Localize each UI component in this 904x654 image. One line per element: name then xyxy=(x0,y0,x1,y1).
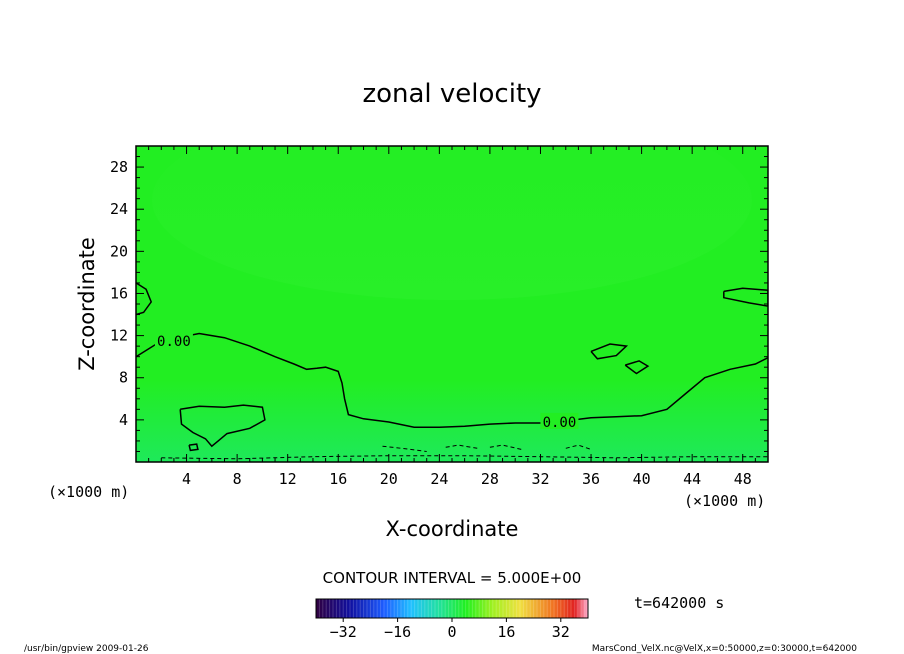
contour-label-1: 0.00 xyxy=(543,415,577,431)
time-label: t=642000 s xyxy=(634,594,724,612)
y-tick-label-1: 8 xyxy=(119,369,128,387)
y-tick-label-4: 20 xyxy=(110,242,128,260)
y-tick-label-6: 28 xyxy=(110,158,128,176)
colorbar-gradient xyxy=(316,599,588,618)
x-tick-label-0: 4 xyxy=(182,470,191,488)
zero-contour-closed-2 xyxy=(624,360,650,375)
colorbar-tick-label-1: −16 xyxy=(384,623,411,641)
y-axis-label: Z-coordinate xyxy=(75,237,99,371)
negative-contour-4 xyxy=(565,444,592,450)
y-tick-label-0: 4 xyxy=(119,411,128,429)
upper-shade xyxy=(152,146,752,300)
footer-right: MarsCond_VelX.nc@VelX,x=0:50000,z=0:3000… xyxy=(592,644,857,654)
contour-label-bg-1 xyxy=(540,412,579,429)
x-tick-label-6: 28 xyxy=(481,470,499,488)
x-tick-label-3: 16 xyxy=(329,470,347,488)
y-tick-label-2: 12 xyxy=(110,327,128,345)
contour-labels: 0.00 0.00 xyxy=(154,331,579,431)
zero-contour-main xyxy=(136,332,768,428)
chart-title: zonal velocity xyxy=(362,79,541,109)
x-tick-label-9: 40 xyxy=(633,470,651,488)
zero-contour-closed-1 xyxy=(590,343,629,360)
plot-area: 0.00 0.00 xyxy=(135,145,769,463)
x-axis: 4 8 12 16 20 24 28 32 36 40 44 48 xyxy=(148,146,756,488)
x-tick-label-7: 32 xyxy=(531,470,549,488)
contour-label-bg-0 xyxy=(154,331,193,348)
x-unit-left: (×1000 m) xyxy=(48,483,129,501)
x-tick-label-5: 24 xyxy=(430,470,448,488)
x-tick-label-4: 20 xyxy=(380,470,398,488)
x-tick-label-2: 12 xyxy=(279,470,297,488)
x-tick-label-10: 44 xyxy=(683,470,701,488)
colorbar-tick-label-4: 32 xyxy=(552,623,570,641)
colorbar-bands xyxy=(318,599,586,618)
colorbar-tick-label-3: 16 xyxy=(497,623,515,641)
x-axis-label: X-coordinate xyxy=(386,517,519,541)
contour-interval-label: CONTOUR INTERVAL = 5.000E+00 xyxy=(323,569,582,587)
contour-label-0: 0.00 xyxy=(157,334,191,350)
x-unit-right: (×1000 m) xyxy=(684,492,765,510)
zero-contour-closed-5 xyxy=(188,443,199,452)
x-tick-label-8: 36 xyxy=(582,470,600,488)
colorbar-ticks: −32 −16 0 16 32 xyxy=(330,618,570,641)
y-tick-label-3: 16 xyxy=(110,284,128,302)
x-tick-label-11: 48 xyxy=(734,470,752,488)
zero-contour-closed-4 xyxy=(136,282,153,316)
zero-contour-closed-0 xyxy=(179,404,266,448)
y-axis: 4 8 12 16 20 24 28 xyxy=(110,156,768,452)
colorbar: −32 −16 0 16 32 xyxy=(315,598,589,641)
low-level-shade xyxy=(136,380,768,462)
colorbar-tick-label-2: 0 xyxy=(447,623,456,641)
x-tick-label-1: 8 xyxy=(233,470,242,488)
footer-left: /usr/bin/gpview 2009-01-26 xyxy=(24,644,149,654)
colorbar-tick-label-0: −32 xyxy=(330,623,357,641)
negative-contour-1 xyxy=(382,445,427,452)
y-tick-label-5: 24 xyxy=(110,200,128,218)
zero-contour-closed-3 xyxy=(723,287,768,307)
